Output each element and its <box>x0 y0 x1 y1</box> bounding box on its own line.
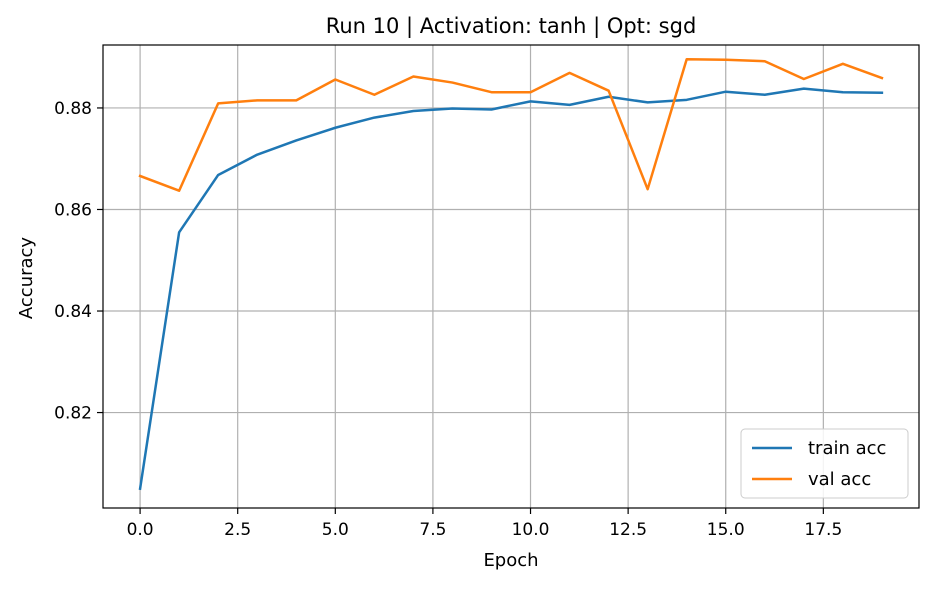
series-line-val-acc <box>138 57 884 192</box>
x-tick-label: 15.0 <box>707 520 745 540</box>
x-tick-label: 0.0 <box>127 520 154 540</box>
plot-frame <box>102 44 920 509</box>
x-tick-label: 10.0 <box>512 520 550 540</box>
x-tick-label: 7.5 <box>419 520 446 540</box>
x-tick-label: 5.0 <box>322 520 349 540</box>
series-lines <box>138 57 884 491</box>
legend: train acc val acc <box>740 428 909 499</box>
y-tick-label: 0.88 <box>54 99 92 119</box>
y-axis-label: Accuracy <box>16 237 37 320</box>
y-tick-label: 0.84 <box>54 302 92 322</box>
y-tick-label: 0.86 <box>54 200 92 220</box>
x-tick-label: 2.5 <box>224 520 251 540</box>
x-tick-label: 12.5 <box>609 520 647 540</box>
legend-label-train-acc: train acc <box>808 438 886 459</box>
x-axis-label: Epoch <box>483 550 538 571</box>
legend-box <box>740 428 909 499</box>
legend-label-val-acc: val acc <box>808 469 871 490</box>
axis-ticks: 0.0 2.5 5.0 7.5 10.0 12.5 15.0 17.5 0.82 0.84 0.86… <box>54 99 842 540</box>
series-line-train-acc <box>138 87 884 491</box>
y-tick-label: 0.82 <box>54 404 92 424</box>
x-tick-label: 17.5 <box>804 520 842 540</box>
grid <box>103 45 919 508</box>
chart-title: Run 10 | Activation: tanh | Opt: sgd <box>326 14 697 39</box>
